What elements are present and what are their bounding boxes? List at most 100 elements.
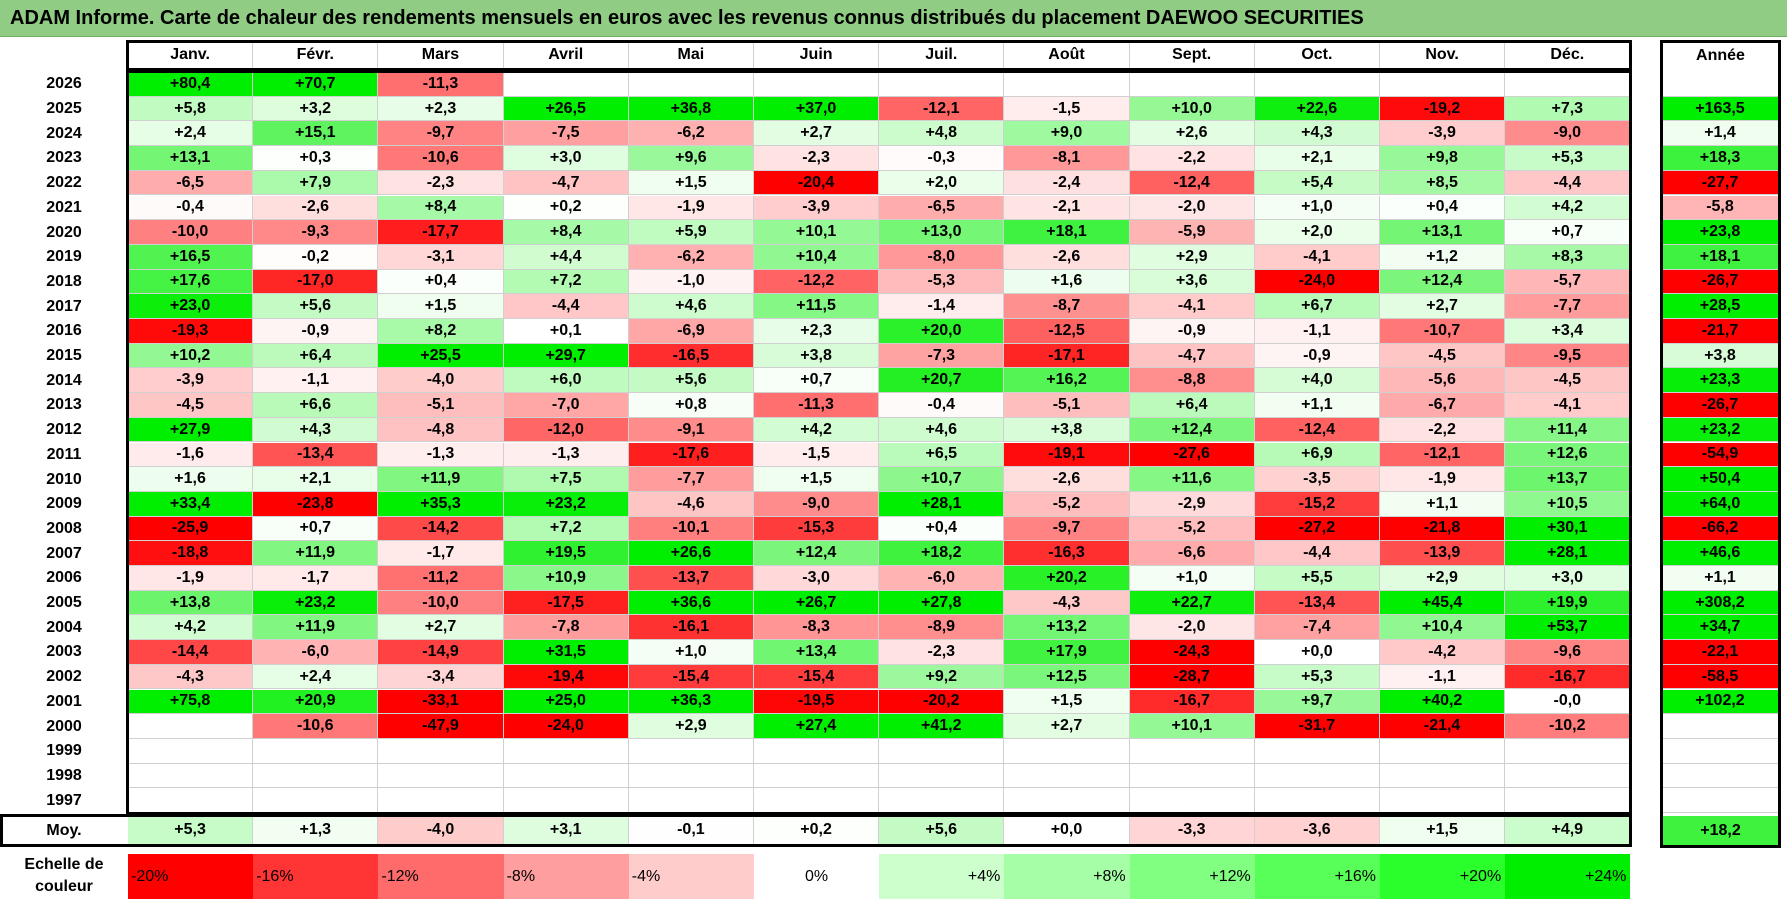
year-label: 2012 <box>0 417 128 443</box>
heatmap-cell: +18,1 <box>1004 220 1130 245</box>
heatmap-cell: -0,9 <box>1129 319 1255 344</box>
heatmap-cell: -7,3 <box>879 343 1005 369</box>
heatmap-cell: -14,4 <box>128 640 254 665</box>
heatmap-cell <box>253 788 379 813</box>
heatmap-cell: +25,5 <box>378 343 504 369</box>
month-header: Févr. <box>253 41 379 70</box>
month-header: Déc. <box>1505 41 1631 70</box>
heatmap-cell: +1,1 <box>1380 491 1506 517</box>
heatmap-cell: +8,4 <box>503 220 629 245</box>
year-label: 2019 <box>0 244 128 270</box>
color-scale-label: Echelle de couleur <box>24 856 104 895</box>
heatmap-cell: +13,0 <box>879 220 1005 245</box>
heatmap-cell: +8,2 <box>378 319 504 344</box>
heatmap-cell: -33,1 <box>378 689 504 715</box>
heatmap-cell: -15,2 <box>1254 491 1380 517</box>
heatmap-cell: +10,4 <box>754 244 880 270</box>
heatmap-cell: +35,3 <box>378 491 504 517</box>
heatmap-cell: -6,9 <box>628 319 754 344</box>
heatmap-cell: +6,9 <box>1254 442 1380 468</box>
heatmap-cell: -16,3 <box>1004 541 1130 566</box>
heatmap-cell: +26,6 <box>628 541 754 566</box>
heatmap-cell: -4,5 <box>1505 368 1631 394</box>
heatmap-cell <box>754 763 880 789</box>
heatmap-cell: +23,0 <box>128 294 254 319</box>
heatmap-cell: -4,1 <box>1505 393 1631 418</box>
heatmap-cell: -0,9 <box>1254 343 1380 369</box>
heatmap-cell: +10,0 <box>1129 96 1255 122</box>
year-label: 2017 <box>0 294 128 319</box>
heatmap-cell <box>879 738 1005 764</box>
heatmap-cell: +4,3 <box>253 417 379 443</box>
heatmap-cell: +8,3 <box>1505 244 1631 270</box>
heatmap-cell: +1,5 <box>628 170 754 196</box>
heatmap-cell: +1,2 <box>1380 244 1506 270</box>
year-label: 2007 <box>0 541 128 566</box>
year-label: 2009 <box>0 491 128 517</box>
heatmap-cell: +1,0 <box>1129 566 1255 591</box>
heatmap-cell: -10,7 <box>1380 319 1506 344</box>
heatmap-cell <box>1505 72 1631 97</box>
heatmap-cell: +2,7 <box>1004 714 1130 739</box>
heatmap-cell: +23,2 <box>503 491 629 517</box>
heatmap-cell <box>1254 788 1380 813</box>
heatmap-cell: +4,3 <box>1254 121 1380 147</box>
heatmap-cell: +3,0 <box>503 146 629 171</box>
month-header: Juin <box>754 41 880 70</box>
average-cell: -3,6 <box>1254 816 1380 845</box>
heatmap-cell: -2,9 <box>1129 491 1255 517</box>
heatmap-cell <box>1004 72 1130 97</box>
heatmap-cell: +11,9 <box>378 467 504 492</box>
heatmap-cell: +2,7 <box>378 615 504 641</box>
heatmap-cell: +11,4 <box>1505 417 1631 443</box>
heatmap-cell: -47,9 <box>378 714 504 739</box>
heatmap-cell: -8,9 <box>879 615 1005 641</box>
average-cell: +3,1 <box>503 816 629 845</box>
heatmap-cell: -7,5 <box>503 121 629 147</box>
heatmap-cell: -1,5 <box>754 442 880 468</box>
heatmap-cell <box>1505 763 1631 789</box>
heatmap-cell: -31,7 <box>1254 714 1380 739</box>
heatmap-cell: +70,7 <box>253 72 379 97</box>
heatmap-cell: -12,0 <box>503 417 629 443</box>
heatmap-cell: +9,6 <box>628 146 754 171</box>
heatmap-cell: +11,6 <box>1129 467 1255 492</box>
heatmap-cell <box>754 788 880 813</box>
heatmap-cell: +36,6 <box>628 590 754 616</box>
heatmap-cell: -1,3 <box>378 442 504 468</box>
heatmap-cell: +0,4 <box>879 516 1005 542</box>
heatmap-cell: -17,6 <box>628 442 754 468</box>
heatmap-cell: -2,6 <box>253 195 379 221</box>
annual-cell: -5,8 <box>1662 195 1779 221</box>
heatmap-cell: -8,8 <box>1129 368 1255 394</box>
heatmap-cell: +41,2 <box>879 714 1005 739</box>
year-label: 2020 <box>0 220 128 245</box>
color-scale-swatch: -8% <box>503 854 629 899</box>
heatmap-cell: +12,4 <box>754 541 880 566</box>
heatmap-cell: +2,9 <box>628 714 754 739</box>
heatmap-cell: +6,4 <box>1129 393 1255 418</box>
heatmap-cell: -17,0 <box>253 269 379 295</box>
month-header: Oct. <box>1254 41 1380 70</box>
average-cell: -4,0 <box>378 816 504 845</box>
heatmap-cell <box>1004 738 1130 764</box>
heatmap-cell: +0,8 <box>628 393 754 418</box>
heatmap-cell: -9,5 <box>1505 343 1631 369</box>
heatmap-cell: +6,5 <box>879 442 1005 468</box>
heatmap-cell: +3,8 <box>1004 417 1130 443</box>
annual-cell <box>1662 714 1779 739</box>
heatmap-cell: -10,0 <box>378 590 504 616</box>
heatmap-cell: +13,4 <box>754 640 880 665</box>
annual-average-cell: +18,2 <box>1662 816 1779 845</box>
heatmap-cell: -14,9 <box>378 640 504 665</box>
heatmap-cell: -1,1 <box>253 368 379 394</box>
heatmap-cell: +9,8 <box>1380 146 1506 171</box>
heatmap-cell: -6,5 <box>128 170 254 196</box>
average-cell: +0,2 <box>754 816 880 845</box>
heatmap-cell: -19,5 <box>754 689 880 715</box>
heatmap-cell: +0,0 <box>1254 640 1380 665</box>
heatmap-cell: +12,4 <box>1380 269 1506 295</box>
annual-cell: +23,3 <box>1662 368 1779 394</box>
heatmap-cell: +2,0 <box>1254 220 1380 245</box>
heatmap-cell: +1,6 <box>128 467 254 492</box>
